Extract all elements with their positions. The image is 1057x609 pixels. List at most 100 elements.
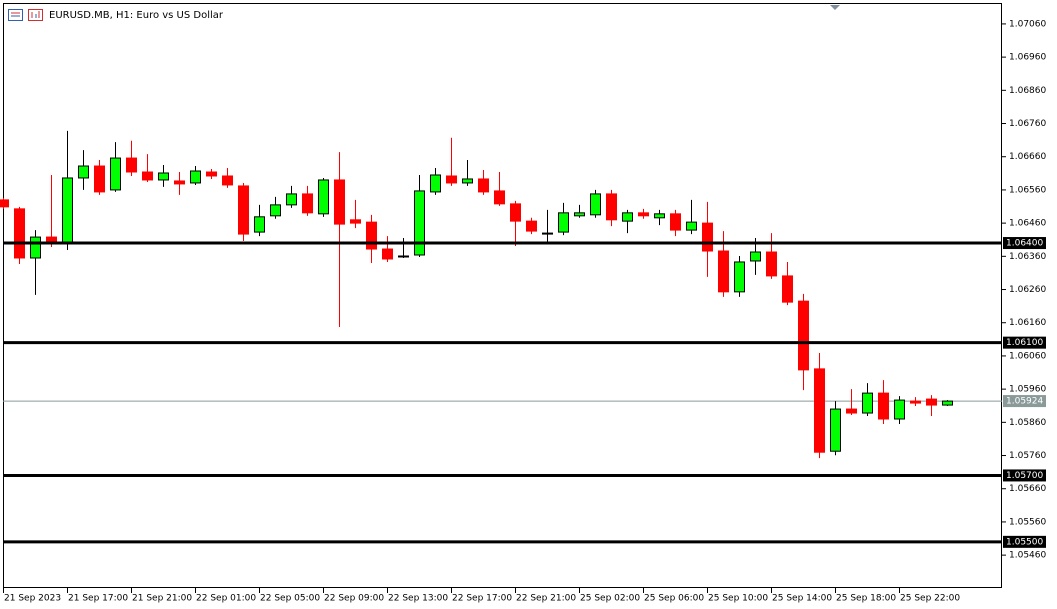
x-tick-label: 21 Sep 21:00: [132, 594, 192, 604]
level-label: 1.06100: [1006, 338, 1043, 348]
y-tick-label: 1.06460: [1009, 219, 1046, 229]
x-tick-label: 22 Sep 09:00: [324, 594, 384, 604]
y-tick-label: 1.06760: [1009, 119, 1046, 129]
plot-frame: [3, 3, 1002, 588]
candle-body: [782, 275, 793, 303]
window-icons: [8, 9, 43, 21]
y-tick-label: 1.06560: [1009, 185, 1046, 195]
candle-body: [270, 204, 281, 217]
y-tick-label: 1.06060: [1009, 351, 1046, 361]
candle-body: [334, 179, 345, 225]
candle-body: [686, 221, 697, 231]
candle-body: [94, 165, 105, 193]
level-label-bg: [1003, 469, 1046, 482]
y-tick-label: 1.05560: [1009, 517, 1046, 527]
candle-body: [158, 172, 169, 181]
y-tick-label: 1.05460: [1009, 551, 1046, 561]
x-tick-label: 22 Sep 21:00: [516, 594, 576, 604]
candle-body: [590, 193, 601, 216]
candle-body: [318, 179, 329, 215]
y-tick-label: 1.06660: [1009, 152, 1046, 162]
candle-body: [766, 251, 777, 277]
level-label: 1.05500: [1006, 537, 1043, 547]
x-tick-label: 22 Sep 01:00: [196, 594, 256, 604]
candle-body: [862, 392, 873, 414]
candle-body: [910, 400, 921, 404]
level-label: 1.05700: [1006, 471, 1043, 481]
y-tick-label: 1.05660: [1009, 484, 1046, 494]
candle-body: [798, 300, 809, 371]
candle-body: [142, 171, 153, 181]
candle-body: [14, 208, 25, 259]
candle-body: [750, 251, 761, 262]
candle-body: [302, 193, 313, 214]
candle-body: [702, 222, 713, 252]
x-tick-label: 25 Sep 02:00: [580, 594, 640, 604]
y-tick-label: 1.06360: [1009, 252, 1046, 262]
candle-body: [670, 213, 681, 231]
chart-title: EURUSD.MB, H1: Euro vs US Dollar: [49, 10, 224, 21]
candle-body: [190, 170, 201, 184]
level-label-bg: [1003, 336, 1046, 349]
candle-body: [814, 368, 825, 453]
x-tick-label: 22 Sep 13:00: [388, 594, 448, 604]
candle-body: [894, 399, 905, 420]
x-tick-label: 25 Sep 22:00: [900, 594, 960, 604]
candle-body: [414, 190, 425, 256]
y-tick-label: 1.07060: [1009, 19, 1046, 29]
candle-body: [878, 392, 889, 420]
candle-body: [846, 408, 857, 414]
x-tick-label: 22 Sep 05:00: [260, 594, 320, 604]
candle-body: [350, 219, 361, 224]
candle-body: [430, 174, 441, 193]
candle-body: [366, 221, 377, 250]
x-tick-label: 22 Sep 17:00: [452, 594, 512, 604]
candle-body: [718, 250, 729, 293]
x-tick-label: 25 Sep 06:00: [644, 594, 704, 604]
x-tick-label: 25 Sep 14:00: [772, 594, 832, 604]
candle-body: [622, 212, 633, 222]
x-tick-label: 25 Sep 18:00: [836, 594, 896, 604]
candle-body: [62, 177, 73, 243]
x-tick-label: 21 Sep 17:00: [68, 594, 128, 604]
y-tick-label: 1.06260: [1009, 285, 1046, 295]
candle-body: [654, 213, 665, 219]
y-tick-label: 1.05860: [1009, 418, 1046, 428]
candle-body: [174, 180, 185, 185]
candle-body: [0, 199, 9, 208]
candle-body: [78, 165, 89, 179]
x-tick-label: 21 Sep 2023: [4, 594, 61, 604]
y-tick-label: 1.06860: [1009, 86, 1046, 96]
icon-list: [8, 9, 23, 21]
candle-body: [830, 408, 841, 452]
candle-body: [942, 400, 953, 406]
candle-body: [286, 193, 297, 206]
level-label-bg: [1003, 237, 1046, 250]
candle-body: [510, 203, 521, 222]
candle-body: [206, 171, 217, 177]
level-label-bg: [1003, 535, 1046, 548]
level-label: 1.06400: [1006, 239, 1043, 249]
candle-body: [462, 178, 473, 184]
y-tick-label: 1.05760: [1009, 451, 1046, 461]
candle-body: [558, 212, 569, 233]
candle-body: [382, 248, 393, 260]
y-tick-label: 1.06960: [1009, 53, 1046, 63]
candle-body: [126, 157, 137, 173]
candle-body: [238, 185, 249, 235]
candle-body: [254, 216, 265, 233]
candle-body: [398, 255, 409, 258]
x-tick-label: 25 Sep 10:00: [708, 594, 768, 604]
candle-body: [638, 212, 649, 217]
y-tick-label: 1.06160: [1009, 318, 1046, 328]
candle-body: [446, 175, 457, 184]
y-tick-label: 1.05960: [1009, 385, 1046, 395]
candle-body: [494, 190, 505, 205]
candle-body: [574, 212, 585, 217]
candle-body: [222, 175, 233, 186]
candle-body: [926, 398, 937, 406]
candle-body: [110, 157, 121, 191]
